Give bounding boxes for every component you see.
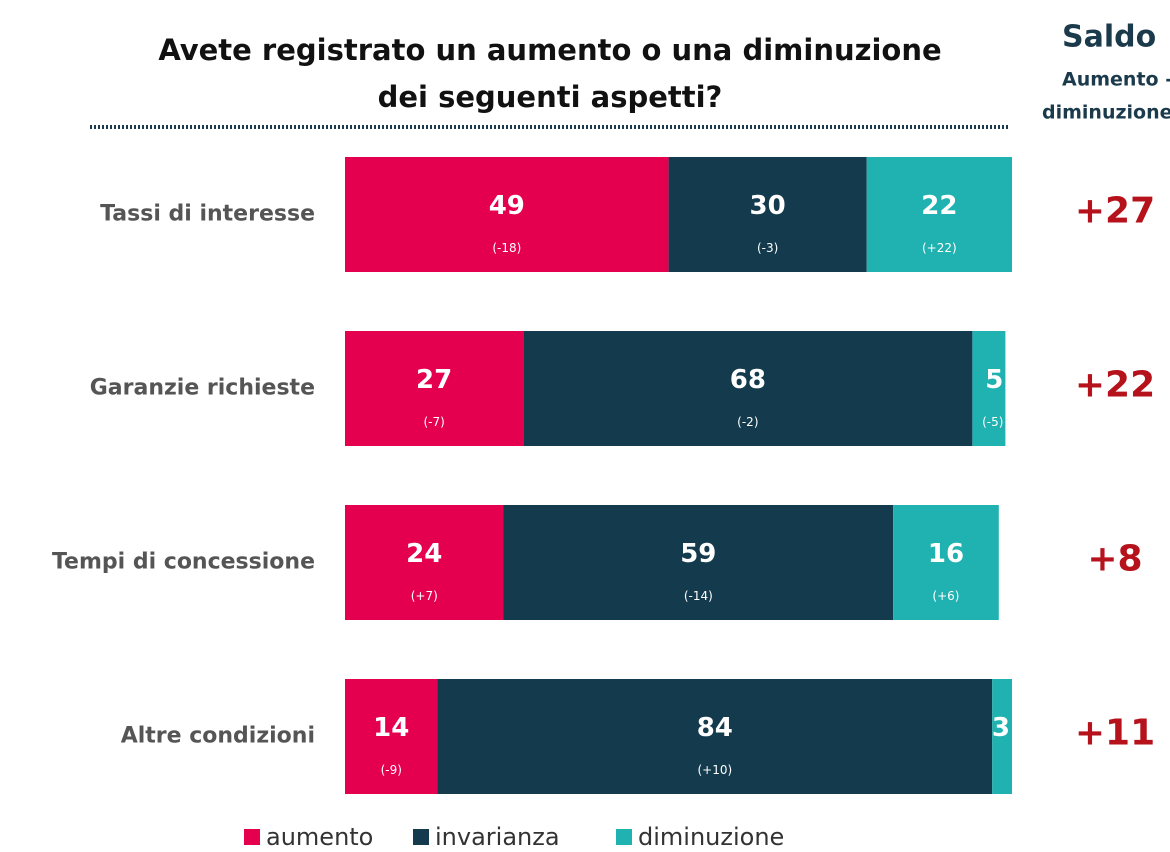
legend-swatch	[413, 829, 429, 845]
legend-swatch	[244, 829, 260, 845]
chart-title: Avete registrato un aumento o una diminu…	[158, 33, 941, 67]
bar-segment	[345, 505, 504, 620]
data-label: 22	[921, 191, 957, 221]
change-label: (-14)	[684, 589, 713, 603]
category-label: Garanzie richieste	[90, 376, 315, 401]
change-label: (+22)	[922, 241, 957, 255]
legend-label: invarianza	[435, 823, 560, 851]
bar-segment	[668, 157, 867, 272]
bar-segment	[345, 331, 524, 446]
change-label: (-5)	[982, 415, 1003, 429]
saldo-title: Saldo	[1062, 20, 1156, 55]
bar-segment	[866, 157, 1012, 272]
category-label: Tassi di interesse	[100, 202, 315, 227]
saldo-subtitle: Aumento -	[1062, 69, 1170, 91]
data-label: 30	[750, 191, 786, 221]
data-label: 3	[992, 713, 1010, 743]
bar-segment	[345, 679, 438, 794]
bar-segment	[972, 331, 1006, 446]
chart-title: dei seguenti aspetti?	[378, 80, 723, 114]
bar-segment	[893, 505, 999, 620]
change-label: (+6)	[932, 589, 959, 603]
change-label: (-2)	[737, 415, 758, 429]
category-label: Tempi di concessione	[52, 550, 315, 575]
change-label: (-7)	[423, 415, 444, 429]
bar-segment	[992, 679, 1012, 794]
data-label: 16	[928, 539, 964, 569]
change-label: (+7)	[411, 589, 438, 603]
legend-swatch	[616, 829, 632, 845]
saldo-value: +11	[1075, 713, 1155, 754]
bar-segment	[523, 331, 973, 446]
data-label: 84	[697, 713, 733, 743]
data-label: 49	[489, 191, 525, 221]
data-label: 59	[680, 539, 716, 569]
change-label: (+10)	[697, 763, 732, 777]
data-label: 14	[373, 713, 409, 743]
saldo-value: +8	[1087, 539, 1142, 580]
change-label: (-3)	[757, 241, 778, 255]
bar-segment	[437, 679, 993, 794]
legend-label: diminuzione	[638, 823, 784, 851]
change-label: (-9)	[381, 763, 402, 777]
saldo-value: +22	[1075, 365, 1155, 406]
saldo-subtitle: diminuzione	[1042, 102, 1170, 124]
legend-label: aumento	[266, 823, 373, 851]
change-label: (-18)	[492, 241, 521, 255]
bar-segment	[345, 157, 669, 272]
data-label: 27	[416, 365, 452, 395]
data-label: 5	[985, 365, 1003, 395]
bar-segment	[503, 505, 894, 620]
category-label: Altre condizioni	[121, 724, 315, 749]
data-label: 68	[730, 365, 766, 395]
data-label: 24	[406, 539, 442, 569]
saldo-value: +27	[1075, 191, 1155, 232]
